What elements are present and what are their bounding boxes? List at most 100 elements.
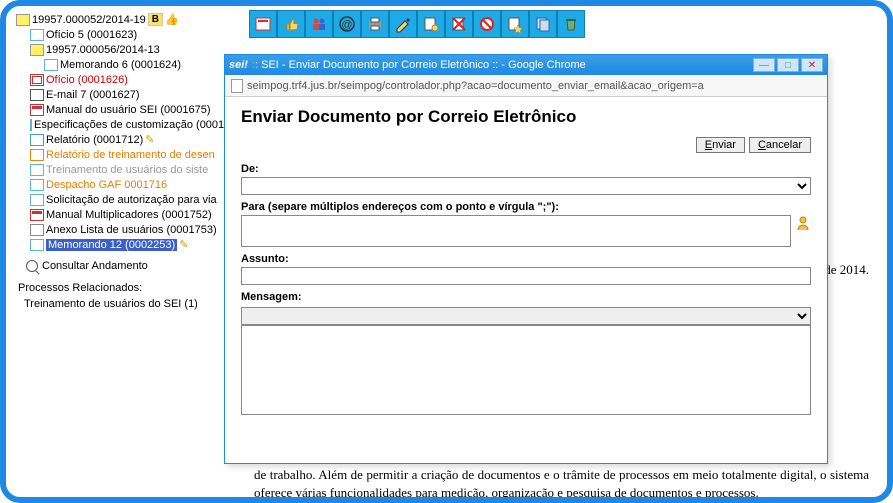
popup-body: Enviar Documento por Correio Eletrônico … (225, 97, 827, 425)
doc-icon (30, 119, 32, 131)
popup-title: :: SEI - Enviar Documento por Correio El… (252, 59, 753, 71)
sei-logo: sei! (229, 59, 248, 71)
popup-heading: Enviar Documento por Correio Eletrônico (241, 107, 811, 127)
consult-progress-link[interactable]: Consultar Andamento (26, 260, 236, 272)
pencil-icon: ✎ (179, 238, 188, 251)
document-tree: 19957.000052/2014-19 B 👍 Ofício 5 (00016… (16, 12, 236, 310)
tree-item-label: E-mail 7 (0001627) (46, 89, 140, 101)
email-popup-window: sei! :: SEI - Enviar Documento por Corre… (224, 54, 828, 464)
tree-item-label: Relatório de treinamento de desen (46, 149, 215, 161)
document-body-text: de trabalho. Além de permitir a criação … (254, 466, 869, 501)
label-message: Mensagem: (241, 291, 811, 303)
cancel-button[interactable]: Cancelar (749, 137, 811, 153)
maximize-button[interactable]: □ (777, 58, 799, 72)
tree-item-label: Memorando 12 (0002253) (46, 239, 177, 251)
magnifier-icon (26, 260, 38, 272)
folder-icon (16, 14, 30, 26)
doc-icon (30, 29, 44, 41)
toolbar-btn-cancel[interactable] (445, 10, 473, 38)
doc-icon (30, 164, 44, 176)
badge-b: B (148, 13, 163, 26)
minimize-button[interactable]: — (753, 58, 775, 72)
tree-item-label: Ofício 5 (0001623) (46, 29, 137, 41)
tree-item[interactable]: Treinamento de usuários do siste (30, 162, 236, 177)
pencil-icon: ✎ (145, 133, 154, 146)
toolbar-btn-email[interactable]: @ (333, 10, 361, 38)
close-button[interactable]: ✕ (801, 58, 823, 72)
label-subject: Assunto: (241, 253, 811, 265)
tree-item-label: Manual Multiplicadores (0001752) (46, 209, 212, 221)
message-template-select[interactable] (241, 307, 811, 325)
tree-item-label: Especificações de customização (0001676) (34, 119, 236, 131)
tree-item-label: Relatório (0001712) (46, 134, 143, 146)
doc-icon (30, 239, 44, 251)
tree-item-selected[interactable]: Memorando 12 (0002253)✎ (30, 237, 236, 252)
tree-item-label: Solicitação de autorização para via (46, 194, 217, 206)
toolbar-btn-block[interactable] (473, 10, 501, 38)
page-icon (231, 79, 243, 93)
from-select[interactable] (241, 177, 811, 195)
tree-item-label: Anexo Lista de usuários (0001753) (46, 224, 217, 236)
toolbar-btn-favorite[interactable] (501, 10, 529, 38)
send-button[interactable]: Enviar (696, 137, 745, 153)
doc-green-icon (30, 134, 44, 146)
tree-item[interactable]: Ofício 5 (0001623) (30, 27, 236, 42)
doc-icon (30, 194, 44, 206)
toolbar-btn-sign[interactable] (389, 10, 417, 38)
label-from: De: (241, 163, 811, 175)
toolbar-btn-trash[interactable] (557, 10, 585, 38)
tree-item[interactable]: E-mail 7 (0001627) (30, 87, 236, 102)
tree-item[interactable]: 19957.000056/2014-13 (30, 42, 236, 57)
tree-item[interactable]: Especificações de customização (0001676) (30, 117, 236, 132)
action-toolbar: @ (249, 10, 585, 38)
toolbar-btn-print[interactable] (361, 10, 389, 38)
tree-item[interactable]: Relatório de treinamento de desen (30, 147, 236, 162)
tree-item[interactable]: Ofício (0001626) (30, 72, 236, 87)
address-bar[interactable]: seimpog.trf4.jus.br/seimpog/controlador.… (225, 75, 827, 97)
doc-icon (44, 59, 58, 71)
tree-item-label: Treinamento de usuários do siste (46, 164, 208, 176)
tree-item[interactable]: Anexo Lista de usuários (0001753) (30, 222, 236, 237)
pdf-icon (30, 104, 44, 116)
url-text: seimpog.trf4.jus.br/seimpog/controlador.… (247, 80, 704, 92)
related-header: Processos Relacionados: (18, 282, 236, 294)
tree-item-label: Despacho GAF 0001716 (46, 179, 167, 191)
process-number: 19957.000052/2014-19 (32, 14, 146, 26)
related-processes: Processos Relacionados: Treinamento de u… (18, 282, 236, 310)
tree-item[interactable]: Memorando 6 (0001624) (44, 57, 236, 72)
subject-input[interactable] (241, 267, 811, 285)
tree-item[interactable]: Manual Multiplicadores (0001752) (30, 207, 236, 222)
app-frame: 19957.000052/2014-19 B 👍 Ofício 5 (00016… (0, 0, 893, 503)
toolbar-btn-1[interactable] (249, 10, 277, 38)
thumb-up-icon: 👍 (165, 13, 179, 26)
tree-item[interactable]: Solicitação de autorização para via (30, 192, 236, 207)
tree-item[interactable]: Relatório (0001712)✎ (30, 132, 236, 147)
doc-orange-icon (30, 149, 44, 161)
svg-text:@: @ (341, 19, 352, 31)
tree-item-label: Manual do usuário SEI (0001675) (46, 104, 211, 116)
toolbar-btn-copy[interactable] (529, 10, 557, 38)
consult-label: Consultar Andamento (42, 260, 148, 272)
tree-item[interactable]: Manual do usuário SEI (0001675) (30, 102, 236, 117)
tree-root[interactable]: 19957.000052/2014-19 B 👍 (16, 12, 236, 27)
pdf-icon (30, 209, 44, 221)
toolbar-btn-people[interactable] (305, 10, 333, 38)
folder-icon (30, 44, 44, 56)
tree-item[interactable]: Despacho GAF 0001716 (30, 177, 236, 192)
popup-titlebar[interactable]: sei! :: SEI - Enviar Documento por Corre… (225, 55, 827, 75)
tree-item-label: Ofício (0001626) (46, 74, 128, 86)
warn-icon (30, 74, 44, 86)
message-body[interactable] (241, 325, 811, 415)
contacts-icon[interactable] (795, 215, 811, 231)
action-buttons: Enviar Cancelar (241, 137, 811, 153)
toolbar-btn-tag[interactable] (417, 10, 445, 38)
doc-icon (30, 179, 44, 191)
tree-item-label: 19957.000056/2014-13 (46, 44, 160, 56)
generic-icon (30, 224, 44, 236)
tree-item-label: Memorando 6 (0001624) (60, 59, 181, 71)
related-item[interactable]: Treinamento de usuários do SEI (1) (24, 298, 236, 310)
label-to: Para (separe múltiplos endereços com o p… (241, 201, 811, 213)
to-textarea[interactable] (241, 215, 791, 247)
window-controls: — □ ✕ (753, 58, 823, 72)
toolbar-btn-thumb[interactable] (277, 10, 305, 38)
